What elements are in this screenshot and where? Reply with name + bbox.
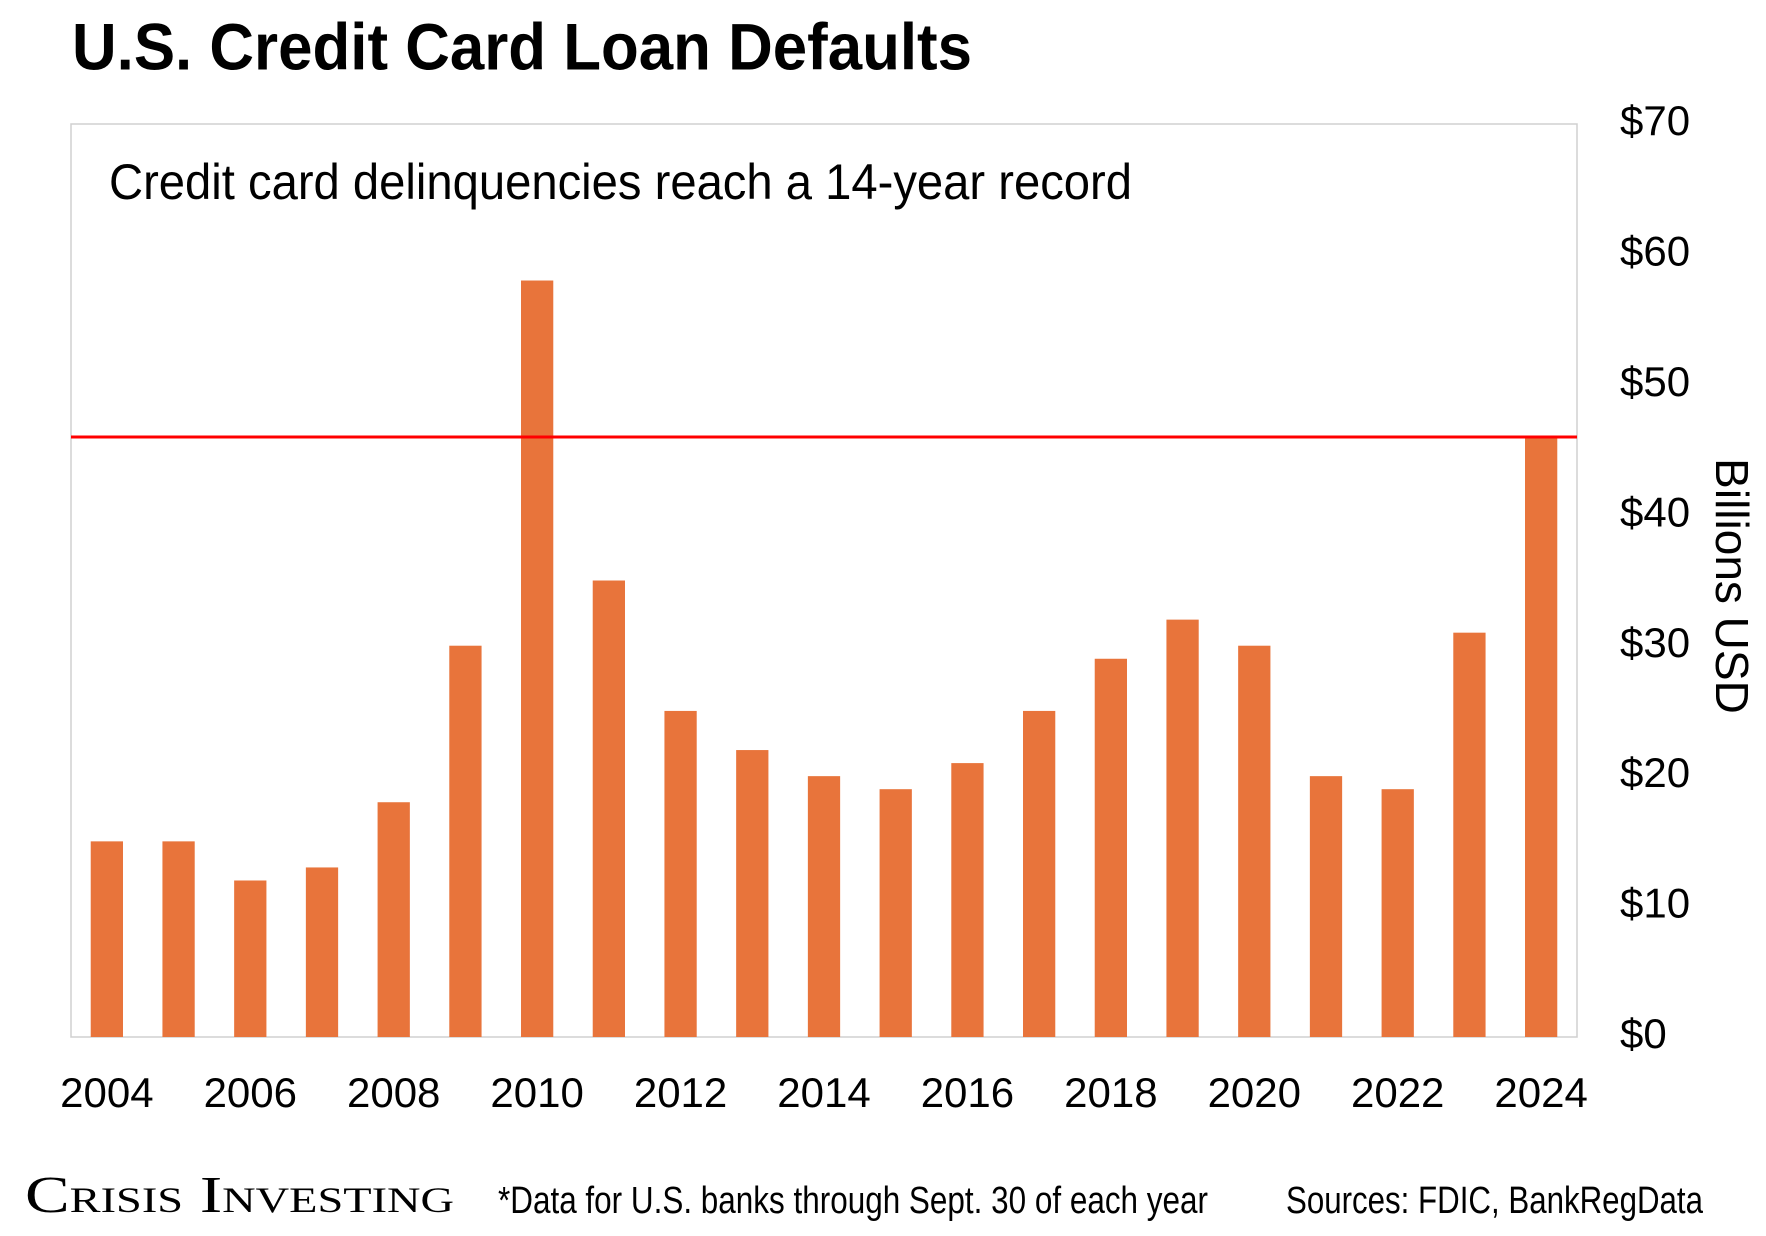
bar [592, 580, 625, 1037]
y-axis-label: Billions USD [1706, 458, 1758, 714]
logo: Crisis Investing [25, 1167, 454, 1224]
y-tick-label: $0 [1620, 1010, 1667, 1057]
bar [377, 802, 410, 1037]
bar [234, 880, 267, 1037]
bar [951, 763, 984, 1037]
bar [162, 841, 195, 1037]
y-tick-label: $40 [1620, 488, 1690, 535]
x-tick-label: 2014 [777, 1069, 870, 1116]
bar [1023, 710, 1056, 1037]
y-tick-label: $50 [1620, 358, 1690, 405]
x-tick-label: 2008 [347, 1069, 440, 1116]
bar [305, 867, 339, 1037]
x-tick-label: 2024 [1494, 1069, 1587, 1116]
y-tick-label: $60 [1620, 228, 1690, 275]
bar [736, 750, 769, 1037]
chart-subtitle: Credit card delinquencies reach a 14-yea… [109, 154, 1132, 210]
bar [1381, 789, 1414, 1037]
y-tick-label: $30 [1620, 619, 1690, 666]
bar [1525, 437, 1558, 1037]
bar [664, 710, 697, 1037]
x-tick-label: 2006 [204, 1069, 297, 1116]
x-tick-label: 2016 [921, 1069, 1014, 1116]
chart-title: U.S. Credit Card Loan Defaults [72, 9, 972, 83]
bar [449, 645, 482, 1037]
bar [521, 280, 554, 1037]
bar [1238, 645, 1271, 1037]
x-tick-label: 2010 [490, 1069, 583, 1116]
y-tick-label: $70 [1620, 97, 1690, 144]
x-tick-label: 2018 [1064, 1069, 1157, 1116]
bar [1094, 658, 1127, 1037]
bar [807, 776, 841, 1037]
bar [90, 841, 123, 1037]
source: Sources: FDIC, BankRegData [1286, 1180, 1704, 1222]
x-tick-label: 2004 [60, 1069, 153, 1116]
bar [1453, 632, 1486, 1037]
bar [1166, 619, 1199, 1037]
footnote: *Data for U.S. banks through Sept. 30 of… [498, 1180, 1208, 1222]
y-tick-label: $20 [1620, 749, 1690, 796]
x-tick-label: 2022 [1351, 1069, 1444, 1116]
bar [879, 789, 912, 1037]
x-tick-label: 2020 [1208, 1069, 1301, 1116]
x-tick-label: 2012 [634, 1069, 727, 1116]
y-tick-label: $10 [1620, 880, 1690, 927]
bar [1309, 776, 1343, 1037]
